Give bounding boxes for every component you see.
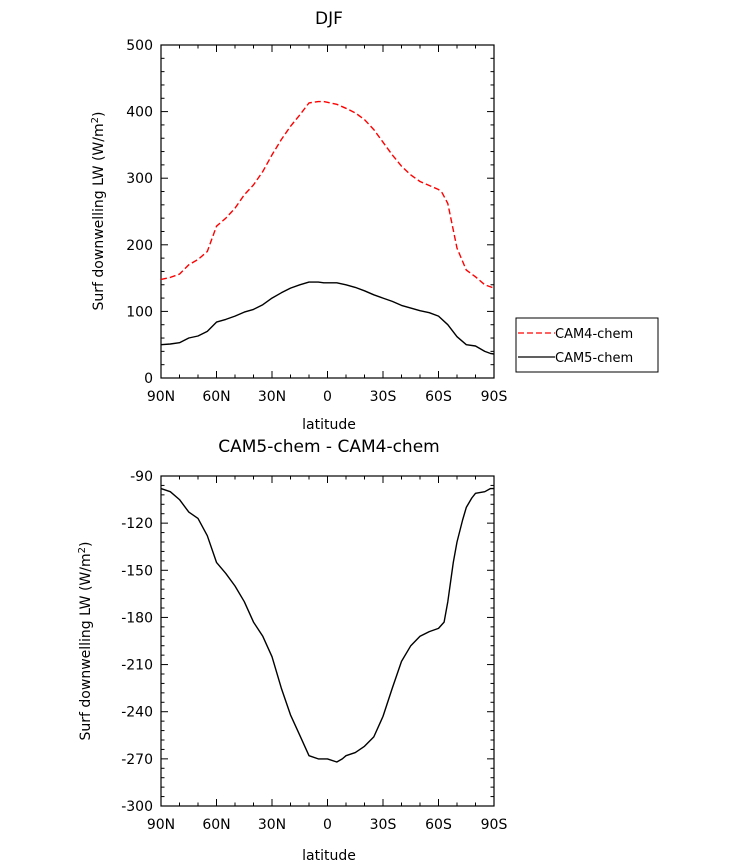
x-tick-label: 60S	[425, 389, 452, 405]
legend-box	[515, 317, 659, 373]
chart-difference: CAM5-chem - CAM4-chem -90 -120 -150 -180 -21…	[77, 437, 507, 864]
y-tick-label: -240	[121, 705, 153, 721]
chart-title: CAM5-chem - CAM4-chem	[218, 437, 439, 457]
legend: CAM4-chem CAM5-chem	[515, 317, 659, 373]
y-tick-label: 300	[126, 171, 153, 187]
legend-label-cam4: CAM4-chem	[555, 327, 633, 342]
x-tick-label: 30N	[258, 389, 286, 405]
x-tick-label: 90S	[481, 389, 508, 405]
series-line-cam4-chem	[160, 100, 495, 289]
y-tick-label: 500	[126, 38, 153, 54]
x-tick-label: 60N	[202, 389, 230, 405]
x-tick-label: 90S	[481, 817, 508, 833]
y-axis-label: Surf downwelling LW (W/m2)	[77, 542, 94, 741]
legend-label-cam5: CAM5-chem	[555, 351, 633, 366]
x-tick-label: 90N	[147, 389, 175, 405]
plot-frame	[160, 475, 495, 807]
y-tick-label: -120	[121, 516, 153, 532]
y-tick-label: 100	[126, 304, 153, 320]
x-tick-label: 0	[323, 817, 332, 833]
y-tick-label: 400	[126, 105, 153, 121]
series-line-cam5-chem	[160, 281, 495, 355]
y-tick-label: -180	[121, 610, 153, 626]
x-axis-label: latitude	[302, 417, 356, 433]
chart-djf: DJF 0 100 200 300 400 500 90N 60N 30N 0 30S 60S 90S…	[90, 9, 659, 433]
chart-title: DJF	[315, 9, 343, 29]
x-tick-label: 30S	[370, 817, 397, 833]
x-tick-label: 30S	[370, 389, 397, 405]
x-axis-label: latitude	[302, 848, 356, 864]
y-tick-label: 200	[126, 238, 153, 254]
y-tick-label: -150	[121, 563, 153, 579]
y-tick-label: -90	[130, 469, 153, 485]
y-tick-label: -210	[121, 658, 153, 674]
x-tick-label: 60N	[202, 817, 230, 833]
x-tick-label: 90N	[147, 817, 175, 833]
y-tick-label: -300	[121, 799, 153, 815]
series-line-cam5-chem-cam4-chem	[160, 487, 494, 763]
y-axis-label: Surf downwelling LW (W/m2)	[90, 112, 107, 311]
y-tick-label: 0	[144, 371, 153, 387]
x-tick-label: 60S	[425, 817, 452, 833]
x-tick-label: 0	[323, 389, 332, 405]
y-tick-label: -270	[121, 752, 153, 768]
x-tick-label: 30N	[258, 817, 286, 833]
